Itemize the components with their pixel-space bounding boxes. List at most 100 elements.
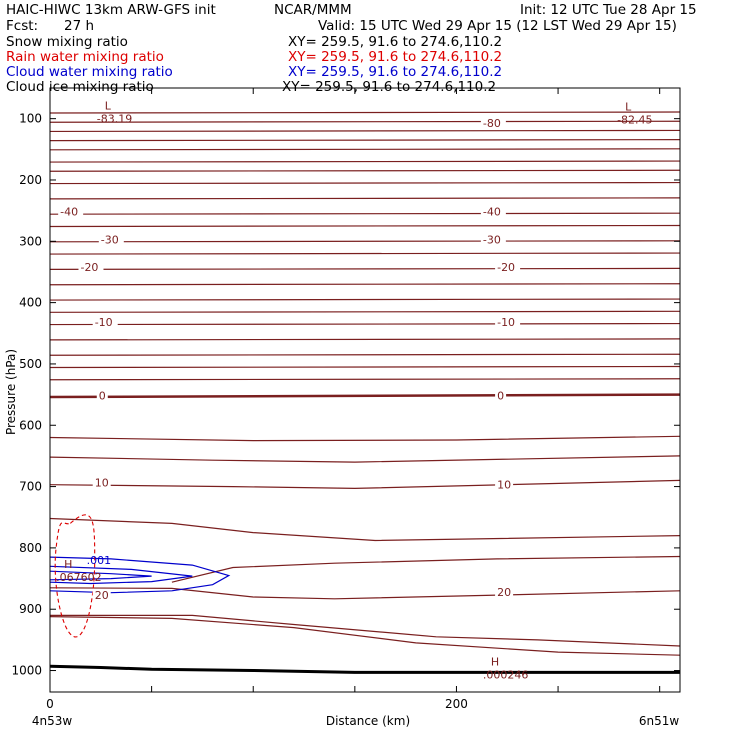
rain-water-contour (54, 514, 96, 638)
isotherm-label: 0 (497, 390, 504, 403)
isotherm-label: -10 (95, 316, 113, 329)
extremum-symbol: L (625, 101, 632, 114)
isotherm-line (49, 139, 681, 142)
isotherm-line (49, 160, 681, 163)
extremum-value: -83.19 (97, 112, 132, 125)
y-tick-label: 800 (19, 541, 42, 555)
label-backdrop (495, 260, 521, 273)
field-snow-xy: XY= 259.5, 91.6 to 274.6,110.2 (288, 34, 503, 50)
forecast-hour: 27 h (64, 18, 95, 34)
isotherm-curve (49, 616, 681, 656)
label-backdrop (480, 205, 506, 218)
x-tick-label: 0 (46, 697, 54, 711)
plot-frame (49, 87, 681, 693)
isotherm-line (49, 129, 681, 133)
isotherm-line (49, 181, 681, 185)
label-backdrop (58, 205, 84, 218)
x-axis-title: Distance (km) (326, 714, 410, 728)
isotherm-label: -30 (101, 233, 119, 246)
isotherm-line (49, 310, 681, 313)
field-cloudice-xy: XY= 259.5, 91.6 to 274.6,110.2 (282, 79, 497, 95)
isotherm-line (49, 378, 681, 381)
isotherm-line (49, 169, 681, 172)
extremum-value: .000246 (483, 669, 529, 682)
isotherm-label: -40 (60, 206, 78, 219)
isotherm-curve (171, 555, 681, 583)
isotherm-line (49, 197, 681, 200)
bold-contours (49, 393, 681, 674)
isotherm-line (49, 212, 681, 215)
isotherm-line (49, 283, 681, 286)
cloud-water-contour (49, 556, 231, 594)
extremum-value: .067602 (56, 571, 101, 584)
y-tick-label: 200 (19, 173, 42, 187)
y-tick-label: 900 (19, 602, 42, 616)
isotherm-line (49, 267, 681, 270)
temperature-isotherms (49, 111, 681, 656)
extremum-symbol: H (491, 656, 499, 669)
extremum-symbol: H (64, 558, 72, 571)
isotherm-line (49, 148, 681, 151)
isotherm-curve (49, 435, 681, 442)
init-time: Init: 12 UTC Tue 28 Apr 15 (520, 2, 697, 18)
isotherm-label: -80 (483, 117, 501, 130)
field-rain-name: Rain water mixing ratio (6, 49, 164, 65)
label-backdrop (92, 476, 111, 489)
valid-time: Valid: 15 UTC Wed 29 Apr 15 (12 LST Wed … (318, 18, 677, 34)
isotherm-line (49, 322, 681, 326)
extremum-symbol: L (105, 99, 112, 112)
y-tick-label: 300 (19, 234, 42, 248)
x-tick-label: 200 (445, 697, 468, 711)
isotherm-label: -10 (497, 316, 515, 329)
isotherm-label: -20 (497, 261, 515, 274)
model-title: HAIC-HIWC 13km ARW-GFS init (6, 2, 216, 18)
y-tick-label: 400 (19, 296, 42, 310)
field-cloudice-name: Cloud ice mixing ratio (6, 79, 154, 95)
isotherm-label: 0 (99, 390, 106, 403)
isotherm-curve (49, 479, 681, 490)
rain-water-contour (54, 514, 96, 638)
isotherm-label: 10 (497, 479, 511, 492)
isotherm-line (49, 365, 681, 369)
isotherm-line (49, 240, 681, 243)
cloud-water-label: .001 (87, 554, 112, 567)
field-cloudwater-name: Cloud water mixing ratio (6, 64, 173, 80)
field-snow-name: Snow mixing ratio (6, 34, 128, 50)
isotherm-line (49, 224, 681, 228)
label-backdrop (480, 233, 506, 246)
y-tick-label: 1000 (11, 664, 42, 678)
isotherm-curve (50, 614, 681, 647)
y-tick-label: 600 (19, 418, 42, 432)
freezing-level-line (49, 393, 681, 399)
field-cloudwater-xy: XY= 259.5, 91.6 to 274.6,110.2 (288, 64, 503, 80)
label-backdrop (92, 316, 118, 329)
isotherm-curve (49, 517, 681, 542)
label-backdrop (495, 389, 507, 402)
plot-border (49, 87, 681, 693)
isotherm-label: 10 (95, 477, 109, 490)
label-backdrop (78, 260, 104, 273)
terrain-line (49, 664, 680, 674)
isotherm-line (49, 298, 681, 301)
isotherm-line (49, 338, 681, 341)
x-start-label: 4n53w (32, 714, 73, 728)
isotherm-label: -20 (80, 261, 98, 274)
isotherm-label: -30 (483, 233, 501, 246)
cloud-water-contour-outer (49, 556, 231, 594)
isotherm-label: 20 (497, 586, 511, 599)
y-axis-title: Pressure (hPa) (4, 349, 18, 435)
y-tick-label: 500 (19, 357, 42, 371)
cloud-water-contour-inner (49, 570, 152, 581)
label-backdrop (495, 585, 514, 598)
isotherm-line (49, 111, 681, 114)
cloud-water-contour-mid (49, 565, 193, 585)
isotherm-line (49, 353, 681, 356)
field-rain-xy: XY= 259.5, 91.6 to 274.6,110.2 (288, 49, 503, 65)
label-backdrop (92, 588, 111, 601)
isotherm-curve (49, 587, 681, 600)
y-tick-label: 700 (19, 480, 42, 494)
label-backdrop (495, 478, 514, 491)
